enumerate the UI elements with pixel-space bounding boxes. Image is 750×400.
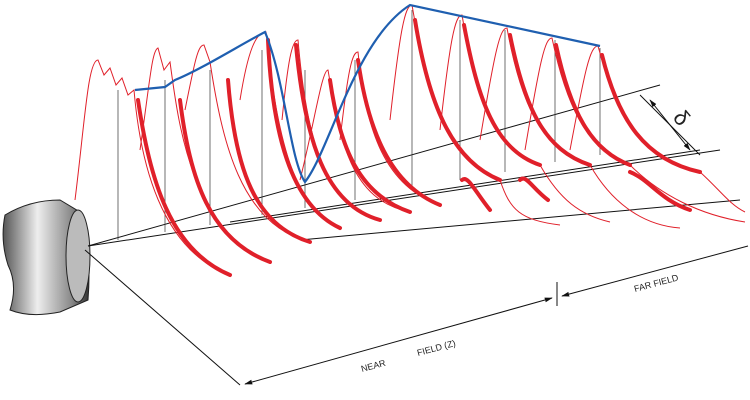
beam-profiles xyxy=(74,4,746,277)
near-label: NEAR xyxy=(360,358,387,374)
guide-lines xyxy=(117,10,601,240)
far-field-label: FAR FIELD xyxy=(633,272,680,294)
axes xyxy=(84,84,749,386)
transducer xyxy=(2,199,91,316)
field-label: FIELD (Z) xyxy=(416,338,457,358)
envelope-curve xyxy=(134,3,601,184)
